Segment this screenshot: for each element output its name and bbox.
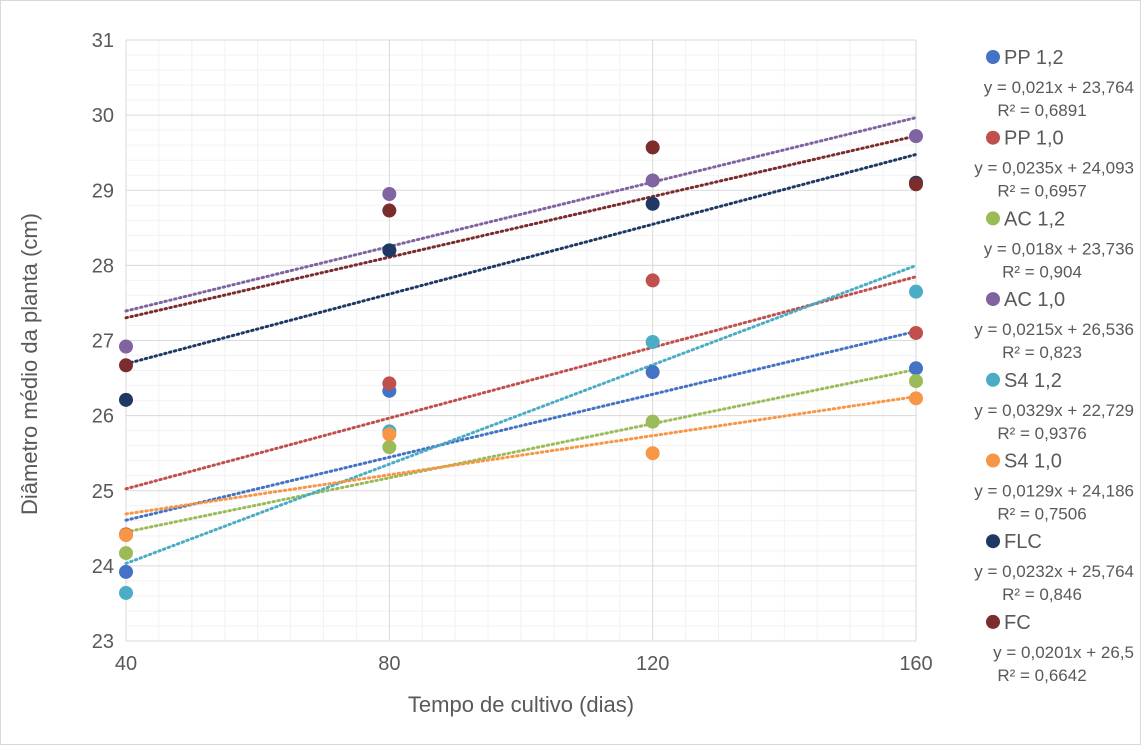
y-axis-title: Diâmetro médio da planta (cm) [17,213,42,515]
legend-r2-s4-1-2: R² = 0,9376 [997,424,1086,443]
data-point-pp-1-0 [382,376,397,391]
trendline-s4-1-0 [124,395,918,516]
data-point-fc [645,140,660,155]
legend-marker-flc [986,534,1000,549]
data-point-fc [909,177,923,192]
legend-r2-ac-1-2: R² = 0,904 [1002,262,1082,281]
legend-r2-pp-1-0: R² = 0,6957 [997,182,1086,201]
trendlines [124,116,918,565]
data-point-ac-1-0 [909,129,923,144]
data-point-s4-1-2 [645,335,660,350]
legend-r2-pp-1-2: R² = 0,6891 [997,101,1086,120]
x-tick-labels: 40 80 120 160 [115,653,933,675]
y-tick-label: 23 [92,631,114,653]
data-point-pp-1-2 [909,361,923,376]
y-tick-label: 25 [92,481,114,503]
legend-marker-ac-1-2 [986,211,1000,226]
y-tick-label: 28 [92,255,114,277]
data-point-flc [119,392,133,407]
data-point-s4-1-0 [909,391,923,406]
legend-label-pp-1-0: PP 1,0 [1004,128,1064,150]
legend-label-flc: FLC [1004,531,1042,553]
data-point-pp-1-2 [645,365,660,380]
data-point-fc [119,358,133,373]
trendline-ac-1-0 [124,116,918,313]
data-point-ac-1-2 [119,546,133,561]
y-tick-label: 29 [92,180,114,202]
legend-r2-flc: R² = 0,846 [1002,585,1082,604]
data-point-ac-1-2 [909,374,923,389]
legend-label-pp-1-2: PP 1,2 [1004,47,1064,69]
data-point-ac-1-0 [119,339,133,354]
data-point-s4-1-0 [645,446,660,461]
legend-equation-pp-1-0: y = 0,0235x + 24,093 [974,159,1134,178]
legend-label-s4-1-2: S4 1,2 [1004,370,1062,392]
data-point-s4-1-0 [382,427,397,442]
legend-equation-pp-1-2: y = 0,021x + 23,764 [984,78,1134,97]
legend-equation-s4-1-2: y = 0,0329x + 22,729 [974,401,1134,420]
legend-label-fc: FC [1004,612,1031,634]
x-axis-title: Tempo de cultivo (dias) [408,692,634,717]
trendline-pp-1-0 [124,275,918,491]
legend-equation-fc: y = 0,0201x + 26,5 [993,643,1134,662]
trendline-fc [124,134,918,320]
data-point-fc [382,203,397,218]
x-tick-label: 40 [115,653,137,675]
legend-label-ac-1-2: AC 1,2 [1004,208,1065,230]
legend-marker-s4-1-2 [986,372,1000,387]
legend-r2-fc: R² = 0,6642 [997,666,1086,685]
data-point-ac-1-2 [645,414,660,429]
legend-label-s4-1-0: S4 1,0 [1004,451,1062,473]
data-point-pp-1-2 [119,564,133,579]
legend-marker-s4-1-0 [986,453,1000,468]
legend-equation-flc: y = 0,0232x + 25,764 [974,562,1134,581]
x-tick-label: 120 [636,653,669,675]
x-tick-label: 80 [378,653,400,675]
x-tick-label: 160 [899,653,932,675]
y-tick-label: 26 [92,406,114,428]
data-point-ac-1-0 [382,187,397,202]
legend-marker-ac-1-0 [986,292,1000,307]
legend-marker-fc [986,614,1000,629]
y-tick-labels: 23 24 25 26 27 28 29 30 31 [92,30,114,653]
trendline-flc [124,152,918,366]
gridlines [125,39,917,642]
legend-label-ac-1-0: AC 1,0 [1004,289,1065,311]
legend-equation-s4-1-0: y = 0,0129x + 24,186 [974,482,1134,501]
legend-marker-pp-1-2 [986,50,1000,64]
legend-equation-ac-1-0: y = 0,0215x + 26,536 [974,320,1134,339]
data-point-s4-1-2 [909,284,923,299]
data-point-pp-1-0 [645,273,660,288]
legend-r2-ac-1-0: R² = 0,823 [1002,343,1082,362]
data-point-s4-1-0 [119,528,133,543]
trendline-s4-1-2 [124,264,918,565]
y-tick-label: 31 [92,30,114,52]
legend-marker-pp-1-0 [986,130,1000,145]
legend: PP 1,2 y = 0,021x + 23,764 R² = 0,6891 PP 1… [974,47,1134,685]
data-point-pp-1-0 [909,325,923,340]
trendline-pp-1-2 [124,329,918,522]
data-point-ac-1-2 [382,440,397,455]
y-tick-label: 30 [92,105,114,127]
data-point-ac-1-0 [645,173,660,188]
y-tick-label: 27 [92,331,114,353]
legend-equation-ac-1-2: y = 0,018x + 23,736 [984,239,1134,258]
y-tick-label: 24 [92,556,114,578]
legend-r2-s4-1-0: R² = 0,7506 [997,505,1086,524]
data-point-flc [382,243,397,258]
data-point-s4-1-2 [119,585,133,600]
data-points [119,129,923,600]
data-point-flc [645,196,660,211]
trendline-ac-1-2 [124,367,918,534]
